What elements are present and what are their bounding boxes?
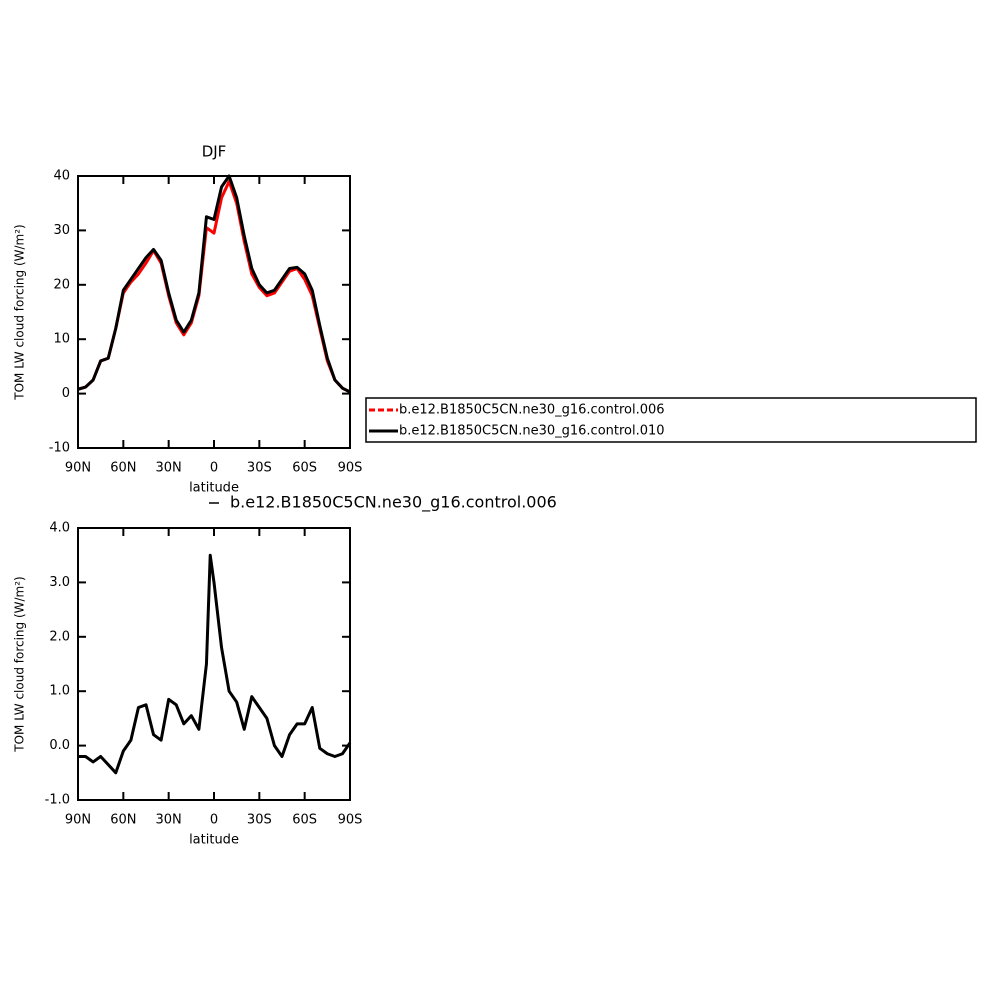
- data-line: [78, 553, 352, 775]
- y-tick-label: 4.0: [49, 521, 70, 536]
- x-tick-label: 60N: [110, 813, 136, 828]
- y-axis-label: TOM LW cloud forcing (W/m²): [13, 224, 27, 401]
- legend-label: b.e12.B1850C5CN.ne30_g16.control.006: [230, 493, 557, 513]
- x-tick-label: 60N: [110, 461, 136, 476]
- y-tick-label: -1.0: [45, 793, 70, 808]
- legend-label: b.e12.B1850C5CN.ne30_g16.control.006: [399, 403, 665, 418]
- x-tick-label: 60S: [292, 461, 317, 476]
- x-tick-label: 90S: [338, 461, 363, 476]
- y-tick-label: -10: [49, 441, 70, 456]
- y-tick-label: 40: [53, 169, 70, 184]
- legend-box: [365, 397, 977, 443]
- y-tick-label: 2.0: [49, 629, 70, 644]
- x-axis-label: latitude: [189, 833, 239, 848]
- x-tick-label: 0: [210, 813, 218, 828]
- y-tick-label: 10: [53, 332, 70, 347]
- y-tick-label: 30: [53, 223, 70, 238]
- plot-frame: [77, 527, 351, 801]
- chart-title: DJF: [202, 143, 227, 161]
- x-tick-label: 30S: [247, 461, 272, 476]
- x-tick-label: 90N: [65, 813, 91, 828]
- legend-label: b.e12.B1850C5CN.ne30_g16.control.010: [399, 424, 665, 439]
- x-tick-label: 90S: [338, 813, 363, 828]
- y-tick-label: 20: [53, 277, 70, 292]
- x-tick-label: 60S: [292, 813, 317, 828]
- y-axis-label: TOM LW cloud forcing (W/m²): [13, 576, 27, 753]
- x-tick-label: 30N: [156, 461, 182, 476]
- y-tick-label: 0.0: [49, 738, 70, 753]
- x-tick-label: 0: [210, 461, 218, 476]
- x-tick-label: 30N: [156, 813, 182, 828]
- x-tick-label: 90N: [65, 461, 91, 476]
- y-tick-label: 3.0: [49, 575, 70, 590]
- y-tick-label: 1.0: [49, 684, 70, 699]
- y-tick-label: 0: [62, 386, 70, 401]
- x-axis-label: latitude: [189, 481, 239, 496]
- x-tick-label: 30S: [247, 813, 272, 828]
- data-line: [77, 174, 351, 394]
- plot-frame: [77, 175, 351, 449]
